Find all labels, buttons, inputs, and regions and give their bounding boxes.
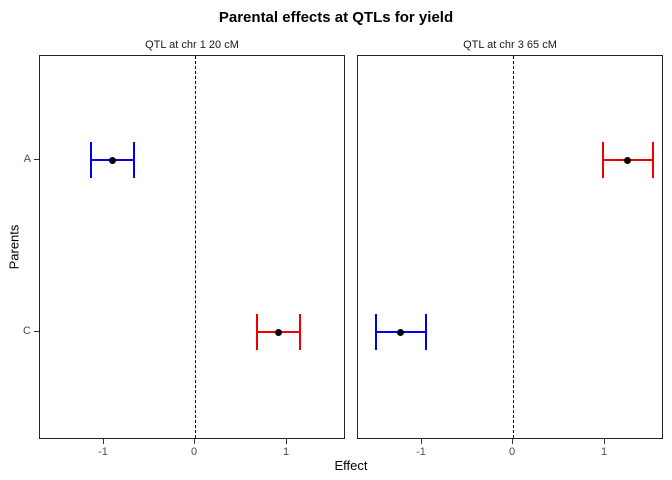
estimate-point-A <box>108 156 116 164</box>
errorbar-cap-high-A <box>652 142 654 178</box>
x-tick-label: 0 <box>508 446 516 458</box>
x-axis-tick <box>103 439 104 444</box>
x-tick-label: -1 <box>98 446 108 458</box>
zero-reference-line <box>513 56 514 438</box>
x-tick-label: 1 <box>282 446 290 458</box>
x-axis-tick <box>194 439 195 444</box>
y-axis-tick <box>34 331 39 332</box>
plot-panel-chr1 <box>39 55 345 439</box>
x-axis-tick <box>604 439 605 444</box>
estimate-point-C <box>274 328 282 336</box>
x-tick-label: 1 <box>600 446 608 458</box>
estimate-point-A <box>623 156 631 164</box>
x-axis-tick <box>286 439 287 444</box>
plot-panel-chr3 <box>357 55 663 439</box>
y-tick-label-A: A <box>23 153 31 165</box>
errorbar-cap-low-C <box>375 314 377 350</box>
estimate-point-C <box>396 328 404 336</box>
x-axis-label: Effect <box>334 458 368 473</box>
x-tick-label: -1 <box>416 446 426 458</box>
y-axis-tick <box>34 159 39 160</box>
panel-title-chr1-20cm: QTL at chr 1 20 cM <box>145 39 239 51</box>
y-tick-label-C: C <box>23 325 31 337</box>
x-axis-tick <box>421 439 422 444</box>
chart-title: Parental effects at QTLs for yield <box>218 9 454 26</box>
y-axis-label: Parents <box>6 224 22 270</box>
errorbar-cap-high-C <box>425 314 427 350</box>
x-tick-label: 0 <box>190 446 198 458</box>
errorbar-cap-high-C <box>299 314 301 350</box>
panel-title-chr3-65cm: QTL at chr 3 65 cM <box>463 39 557 51</box>
x-axis-tick <box>512 439 513 444</box>
errorbar-cap-low-A <box>90 142 92 178</box>
errorbar-cap-low-A <box>602 142 604 178</box>
errorbar-cap-high-A <box>133 142 135 178</box>
zero-reference-line <box>195 56 196 438</box>
errorbar-cap-low-C <box>256 314 258 350</box>
